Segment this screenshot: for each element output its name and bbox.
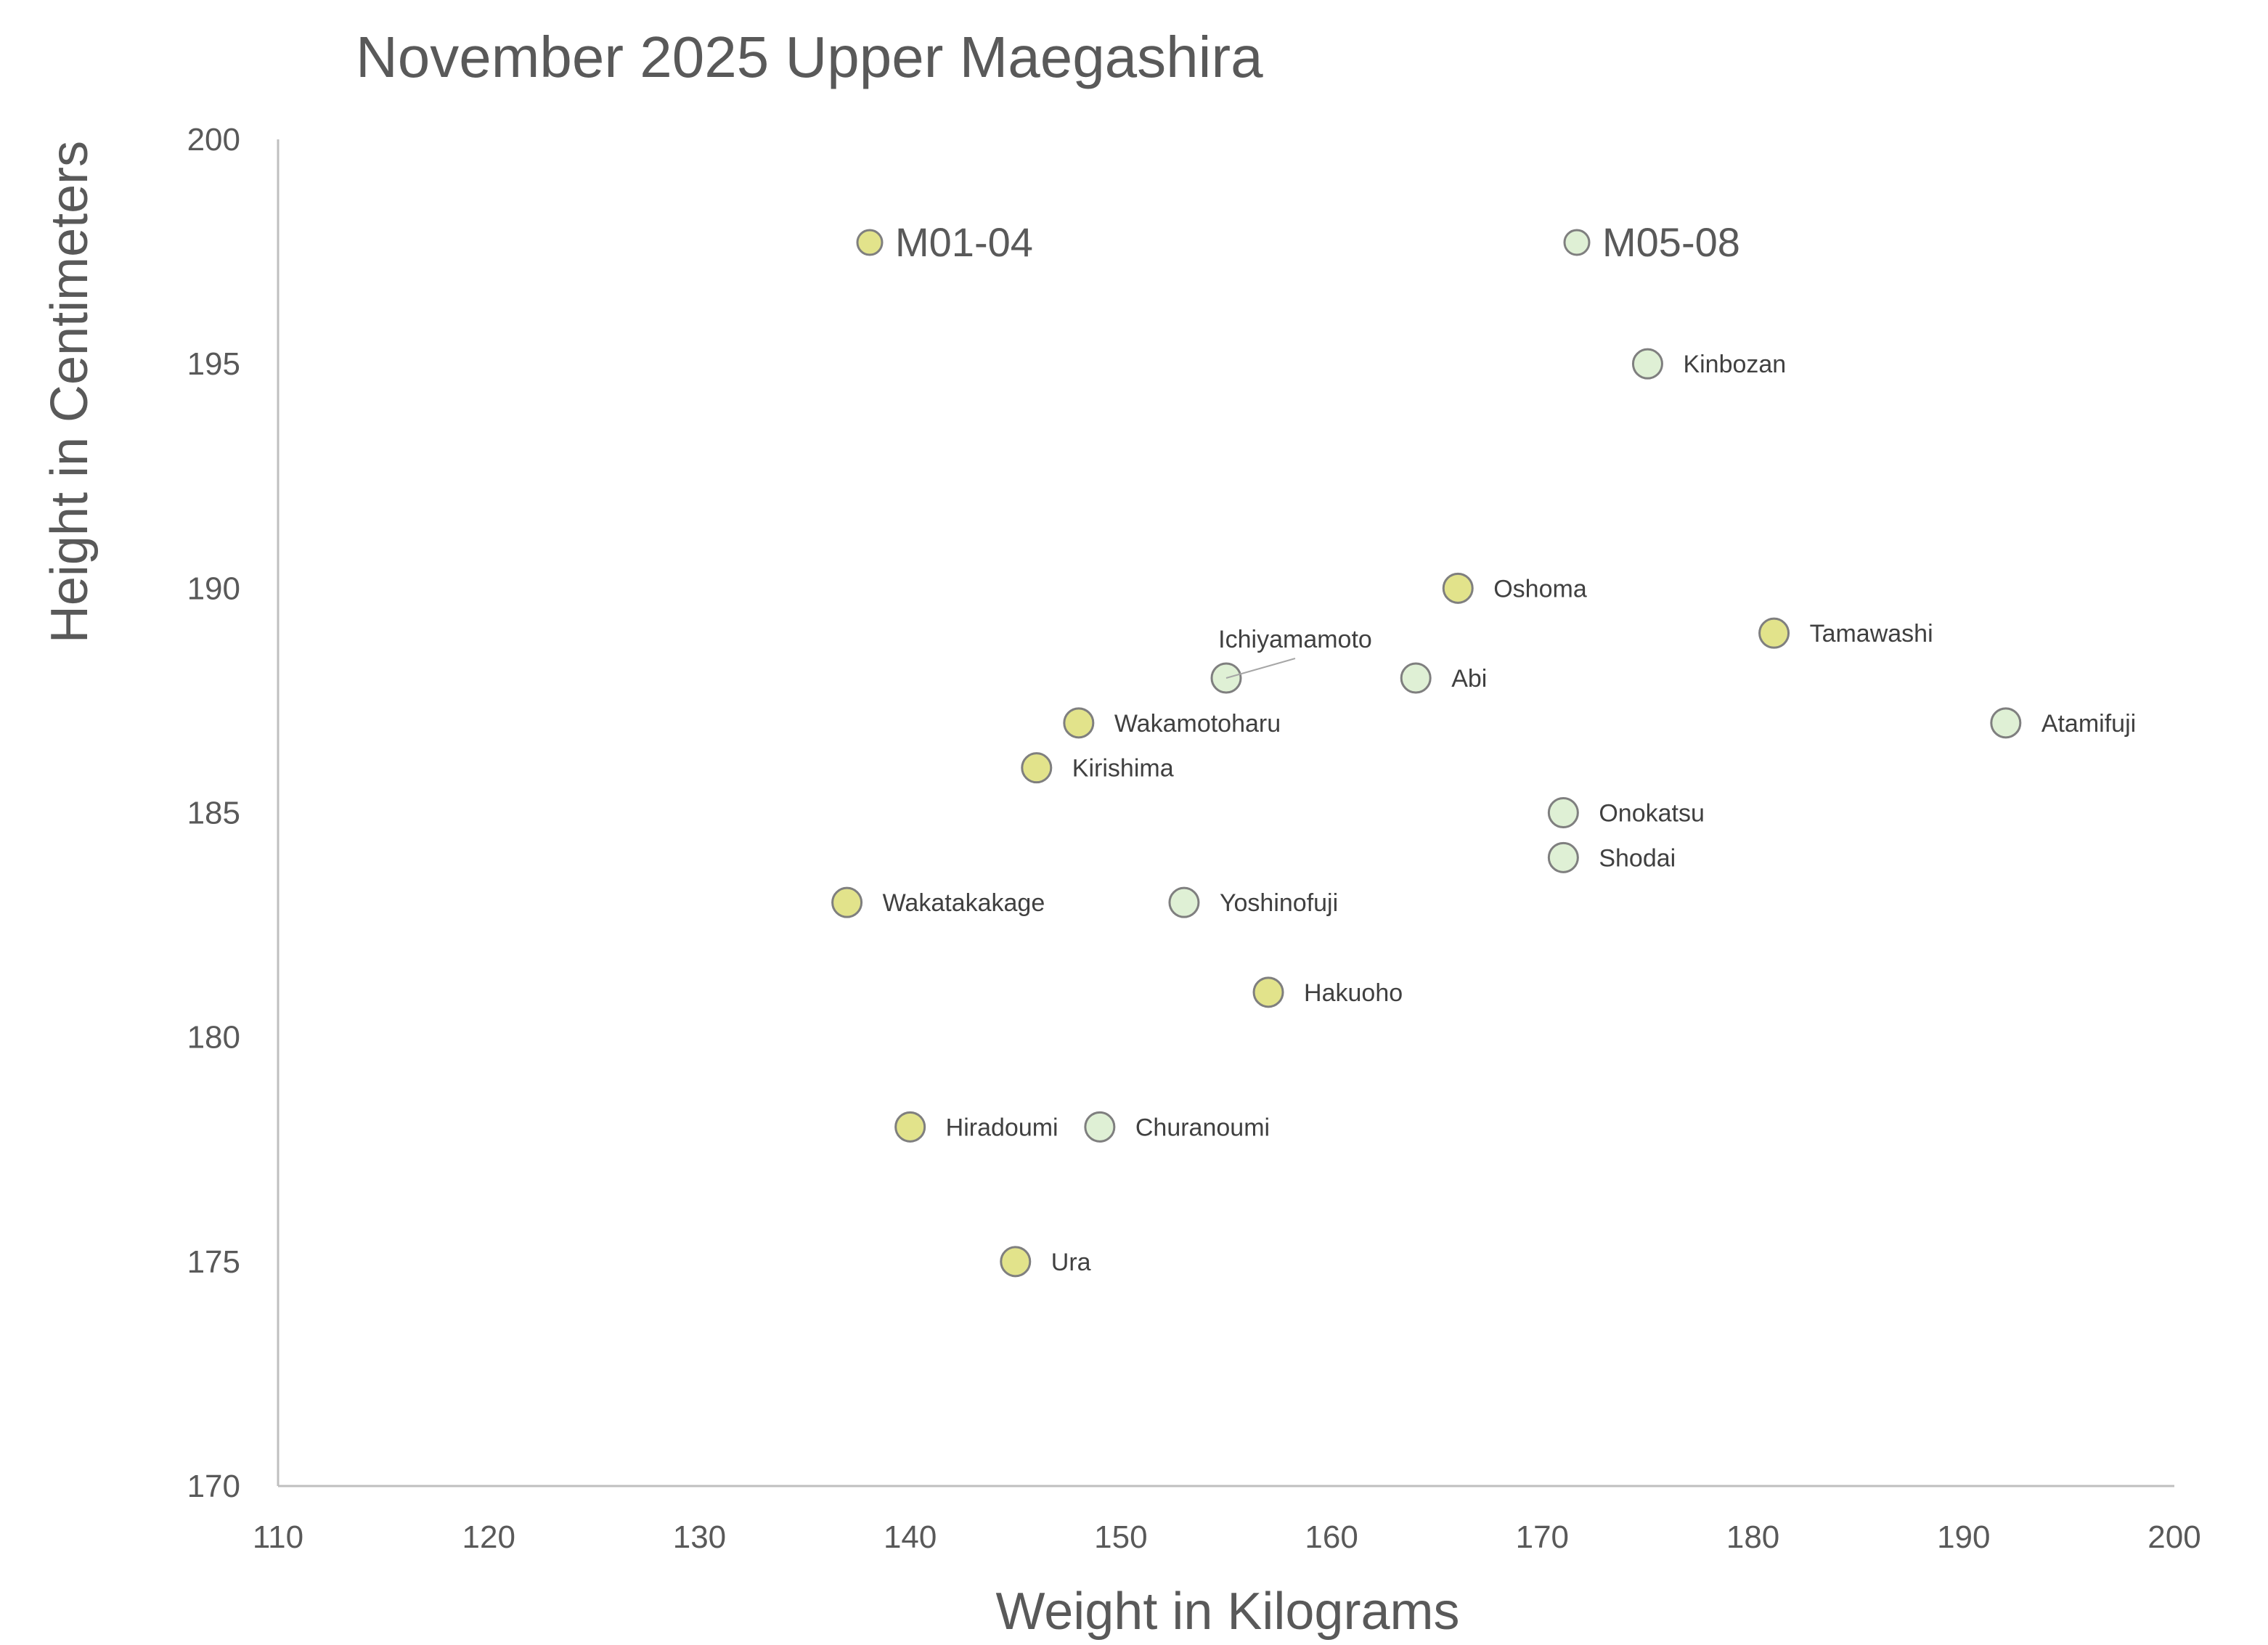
label-shodai: Shodai: [1599, 844, 1676, 872]
point-shodai: [1547, 841, 1579, 873]
point-kirishima: [1021, 752, 1053, 784]
y-tick-label: 195: [187, 346, 240, 382]
x-tick-label: 180: [1726, 1519, 1779, 1555]
y-tick-label: 200: [187, 122, 240, 158]
y-tick-label: 185: [187, 796, 240, 831]
point-labels: Oshoma Tamawashi Wakamotoharu Kirishima Waka…: [883, 351, 2137, 1276]
leader-line-ichiyamamoto: [1225, 658, 1296, 679]
legend-label-m01-04: M01-04: [895, 219, 1033, 265]
label-hiradoumi: Hiradoumi: [946, 1114, 1058, 1141]
label-hakuoho: Hakuoho: [1304, 979, 1403, 1007]
label-kirishima: Kirishima: [1072, 755, 1174, 783]
label-churanoumi: Churanoumi: [1135, 1114, 1270, 1141]
point-yoshinofuji: [1168, 886, 1200, 918]
point-ura: [1000, 1246, 1032, 1278]
label-abi: Abi: [1451, 665, 1487, 693]
label-kinbozan: Kinbozan: [1683, 351, 1786, 378]
x-tick-label: 190: [1937, 1519, 1990, 1555]
legend-label-m05-08: M05-08: [1602, 219, 1740, 265]
x-tick-label: 110: [253, 1519, 303, 1555]
label-ichiyamamoto: Ichiyamamoto: [1218, 626, 1372, 653]
label-oshoma: Oshoma: [1493, 575, 1587, 603]
label-yoshinofuji: Yoshinofuji: [1220, 889, 1338, 917]
label-ura: Ura: [1051, 1249, 1091, 1276]
tick-labels: 110 120 130 140 150 160 170 180 190 200 170 175 180 1…: [187, 122, 2201, 1555]
label-onokatsu: Onokatsu: [1599, 800, 1705, 828]
label-wakamotoharu: Wakamotoharu: [1114, 710, 1281, 738]
x-tick-label: 130: [673, 1519, 726, 1555]
label-tamawashi: Tamawashi: [1810, 620, 1933, 648]
legend-marker-m05-08: [1563, 229, 1591, 256]
point-wakamotoharu: [1063, 707, 1095, 739]
point-hiradoumi: [894, 1111, 926, 1143]
point-wakatakakage: [831, 886, 863, 918]
x-tick-label: 160: [1305, 1519, 1358, 1555]
legend: M01-04 M05-08: [856, 219, 1740, 265]
label-atamifuji: Atamifuji: [2041, 710, 2136, 738]
x-tick-label: 150: [1094, 1519, 1147, 1555]
point-abi: [1400, 662, 1432, 694]
y-axis-title: Height in Centimeters: [41, 141, 99, 643]
label-wakatakakage: Wakatakakage: [883, 889, 1045, 917]
x-tick-label: 170: [1516, 1519, 1569, 1555]
point-atamifuji: [1990, 707, 2022, 739]
y-tick-label: 190: [187, 571, 240, 606]
point-onokatsu: [1547, 797, 1579, 828]
point-kinbozan: [1631, 348, 1663, 380]
point-tamawashi: [1758, 617, 1790, 649]
y-tick-label: 180: [187, 1020, 240, 1056]
y-tick-label: 170: [187, 1469, 240, 1504]
point-churanoumi: [1084, 1111, 1116, 1143]
data-points: [831, 348, 2022, 1278]
point-oshoma: [1442, 572, 1474, 604]
legend-marker-m01-04: [856, 229, 884, 256]
x-tick-label: 200: [2147, 1519, 2200, 1555]
axes: [277, 139, 2174, 1487]
x-tick-label: 140: [884, 1519, 937, 1555]
x-tick-label: 120: [462, 1519, 515, 1555]
x-axis-title: Weight in Kilograms: [996, 1583, 1460, 1641]
y-tick-label: 175: [187, 1244, 240, 1280]
chart-title: November 2025 Upper Maegashira: [356, 25, 1263, 89]
point-hakuoho: [1252, 976, 1284, 1008]
